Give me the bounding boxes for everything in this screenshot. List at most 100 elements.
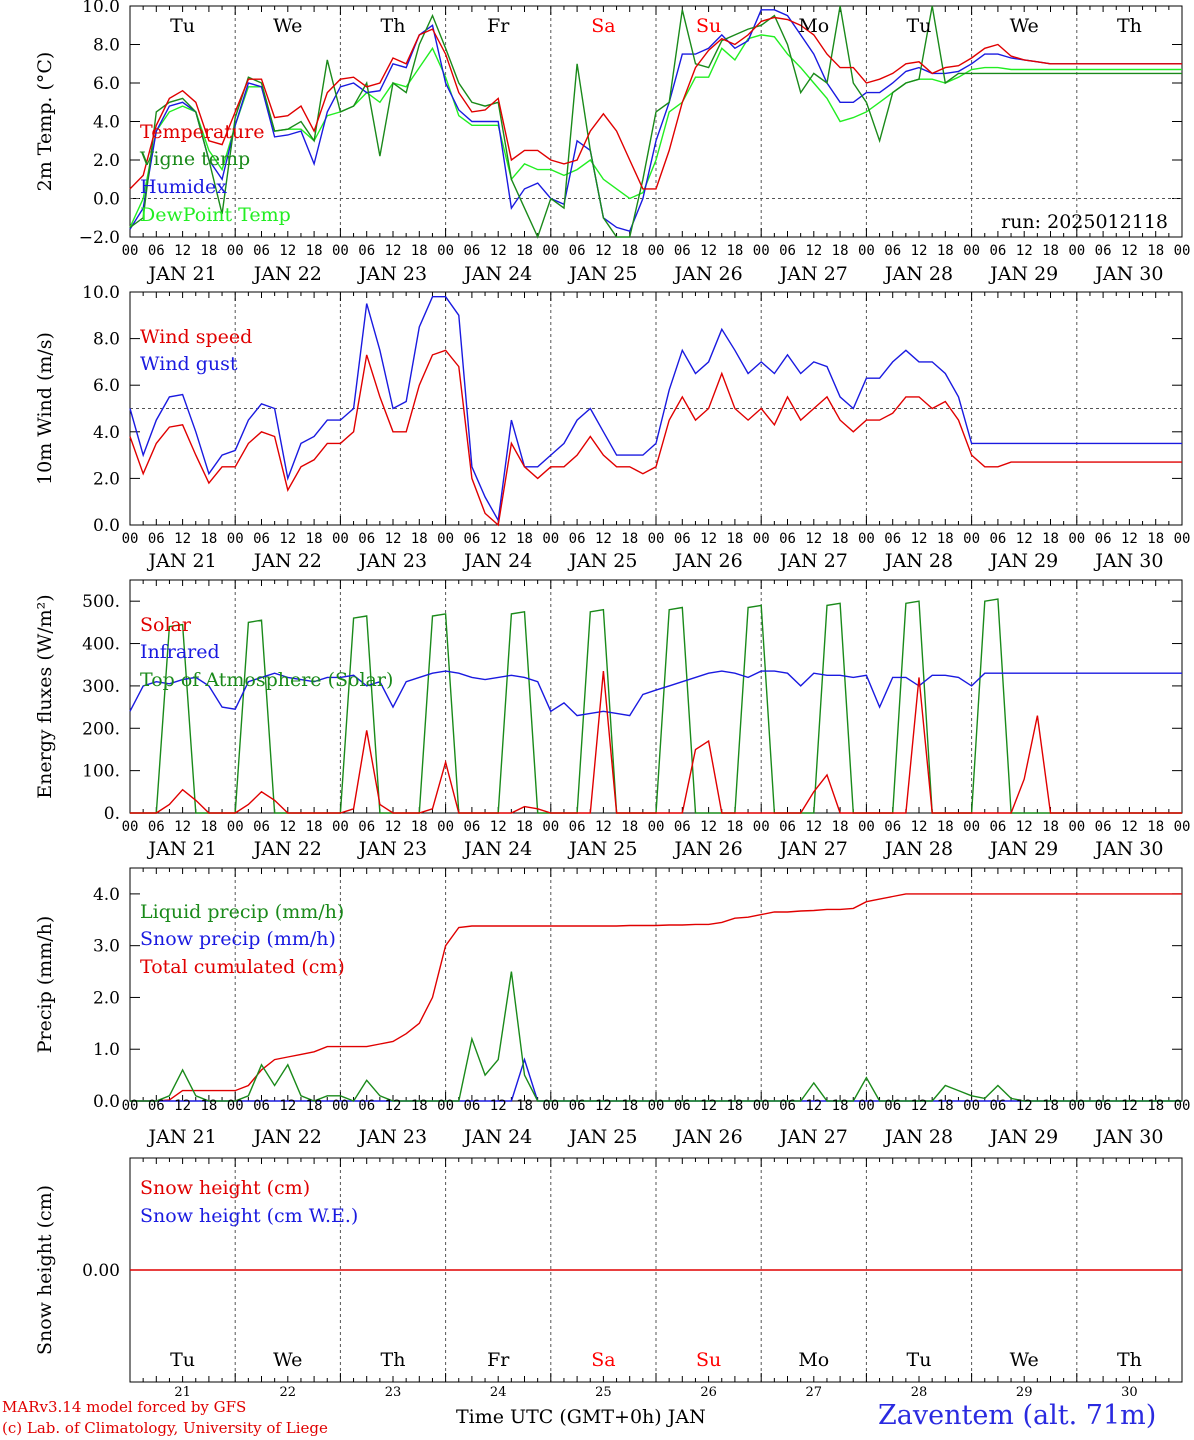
hour-tick-label: 00 (227, 531, 244, 547)
y-tick-label: 200. (82, 719, 120, 739)
hour-tick-label: 12 (700, 819, 717, 835)
date-label: JAN 29 (988, 1126, 1058, 1148)
series-line (129, 9, 1182, 233)
weekday-label: We (273, 1349, 302, 1371)
date-label: JAN 23 (357, 838, 427, 860)
legend-entry: DewPoint Temp (140, 204, 291, 226)
hour-tick-label: 00 (753, 243, 770, 259)
hour-tick-label: 00 (858, 243, 875, 259)
hour-tick-label: 18 (516, 243, 533, 259)
hour-tick-label: 18 (726, 243, 743, 259)
y-tick-label: 1.0 (93, 1040, 120, 1060)
y-tick-label: 8.0 (93, 330, 120, 350)
hour-tick-label: 00 (227, 243, 244, 259)
hour-tick-label: 06 (1095, 243, 1112, 259)
legend-entry: Solar (140, 614, 192, 636)
hour-tick-label: 00 (963, 1098, 980, 1114)
day-number-label: 23 (385, 1385, 402, 1400)
weekday-label: We (1010, 1349, 1039, 1371)
hour-tick-label: 00 (1068, 819, 1085, 835)
y-tick-label: 4.0 (93, 113, 120, 133)
legend-entry: Snow height (cm W.E.) (140, 1205, 358, 1227)
date-label: JAN 27 (778, 263, 848, 285)
hour-tick-label: 06 (463, 531, 480, 547)
hour-tick-label: 00 (332, 531, 349, 547)
weekday-label: Tu (907, 1349, 932, 1371)
date-label: JAN 28 (883, 838, 953, 860)
hour-tick-label: 18 (621, 1098, 638, 1114)
y-tick-label: 0.0 (93, 516, 120, 536)
date-label: JAN 28 (883, 263, 953, 285)
hour-tick-label: 00 (1068, 243, 1085, 259)
weekday-label: Th (1117, 15, 1142, 37)
hour-tick-label: 18 (411, 1098, 428, 1114)
hour-tick-label: 18 (306, 243, 323, 259)
legend-entry: Liquid precip (mm/h) (140, 901, 344, 923)
y-tick-label: 0. (104, 804, 120, 824)
y-tick-label: 4.0 (93, 423, 120, 443)
hour-tick-label: 00 (332, 1098, 349, 1114)
hour-tick-label: 12 (174, 531, 191, 547)
y-tick-label: 6.0 (93, 74, 120, 94)
hour-tick-label: 06 (989, 243, 1006, 259)
hour-tick-label: 00 (542, 1098, 559, 1114)
hour-tick-label: 18 (621, 243, 638, 259)
series-line (129, 16, 1182, 190)
hour-tick-label: 18 (1042, 243, 1059, 259)
hour-tick-label: 06 (884, 243, 901, 259)
hour-tick-label: 00 (1068, 1098, 1085, 1114)
hour-tick-label: 00 (648, 819, 665, 835)
day-number-label: 30 (1121, 1385, 1138, 1400)
hour-tick-label: 06 (253, 531, 270, 547)
y-tick-label: 2.0 (93, 988, 120, 1008)
date-label: JAN 24 (462, 838, 532, 860)
legend-entry: Total cumulated (cm) (140, 956, 345, 978)
series-line (129, 5, 1182, 239)
hour-tick-label: 06 (884, 819, 901, 835)
y-tick-label: −2.0 (79, 228, 120, 248)
hour-tick-label: 00 (963, 531, 980, 547)
hour-tick-label: 00 (753, 819, 770, 835)
hour-tick-label: 06 (358, 1098, 375, 1114)
hour-tick-label: 06 (779, 243, 796, 259)
date-label: JAN 27 (778, 550, 848, 572)
hour-tick-label: 00 (437, 243, 454, 259)
weekday-label: Th (1117, 1349, 1142, 1371)
hour-tick-label: 00 (858, 819, 875, 835)
hour-tick-label: 18 (306, 1098, 323, 1114)
weekday-label: Tu (907, 15, 932, 37)
weekday-label: Th (381, 15, 406, 37)
legend-entry: Humidex (140, 176, 227, 198)
date-label: JAN 21 (147, 838, 217, 860)
hour-tick-label: 06 (358, 243, 375, 259)
hour-tick-label: 06 (253, 1098, 270, 1114)
hour-tick-label: 12 (279, 243, 296, 259)
weekday-label: Th (381, 1349, 406, 1371)
date-label: JAN 22 (252, 1126, 322, 1148)
hour-tick-label: 18 (832, 243, 849, 259)
hour-tick-label: 18 (1147, 243, 1164, 259)
date-label: JAN 29 (988, 263, 1058, 285)
y-tick-label: 500. (82, 592, 120, 612)
hour-tick-label: 18 (832, 1098, 849, 1114)
hour-tick-label: 12 (805, 819, 822, 835)
legend-entry: Top of Atmosphere (Solar) (140, 669, 393, 691)
y-tick-label: 0.0 (93, 190, 120, 210)
hour-tick-label: 00 (227, 1098, 244, 1114)
hour-tick-label: 12 (911, 1098, 928, 1114)
hour-tick-label: 06 (779, 531, 796, 547)
y-axis-label: 10m Wind (m/s) (34, 332, 56, 485)
hour-tick-label: 12 (700, 243, 717, 259)
hour-tick-label: 06 (674, 531, 691, 547)
hour-tick-label: 00 (122, 531, 139, 547)
y-axis-label: Precip (mm/h) (34, 916, 56, 1054)
hour-tick-label: 12 (1016, 243, 1033, 259)
date-label: JAN 26 (673, 1126, 743, 1148)
y-tick-label: 10.0 (82, 0, 120, 17)
y-tick-label: 2.0 (93, 151, 120, 171)
hour-tick-label: 12 (595, 243, 612, 259)
series-line (129, 349, 1182, 527)
hour-tick-label: 06 (148, 1098, 165, 1114)
hour-tick-label: 06 (989, 819, 1006, 835)
weekday-label: Mo (798, 15, 829, 37)
